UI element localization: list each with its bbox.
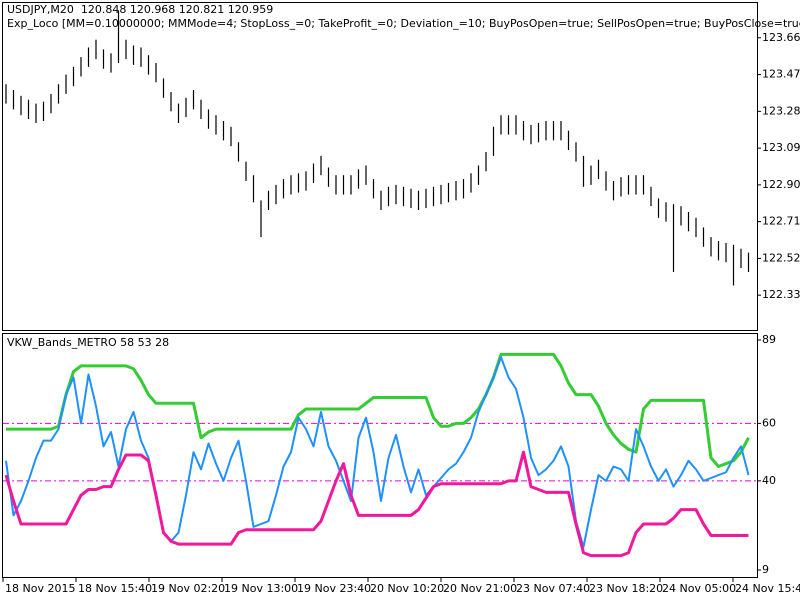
x-tick-label: 19 Nov 23:40 [297,582,371,595]
y-tick-label: 123.470 [762,68,800,81]
y-tick-label: 40 [762,474,776,487]
indicator-line [4,450,749,558]
y-tick-label: 89 [762,333,776,346]
expert-label: Exp_Loco [MM=0.10000000; MMMode=4; StopL… [7,17,800,30]
indicator-line [5,356,750,548]
x-tick-label: 20 Nov 21:00 [443,582,517,595]
x-tick-label: 24 Nov 15:40 [735,582,800,595]
y-tick-label: 122.520 [762,251,800,264]
y-tick-label: 123.280 [762,104,800,117]
x-tick-label: 23 Nov 18:20 [589,582,663,595]
x-tick-label: 19 Nov 02:20 [151,582,225,595]
price-panel [2,2,758,331]
price-title: USDJPY,M20 120.848 120.968 120.821 120.9… [7,3,273,16]
x-tick-label: 18 Nov 15:40 [78,582,152,595]
y-tick-label: 122.330 [762,288,800,301]
x-tick-label: 23 Nov 07:40 [516,582,590,595]
x-tick-label: 19 Nov 13:00 [224,582,298,595]
y-tick-label: 123.660 [762,31,800,44]
y-tick-label: 60 [762,416,776,429]
y-tick-label: 9 [762,563,769,576]
indicator-line [6,352,750,468]
y-tick-label: 122.900 [762,178,800,191]
y-tick-label: 122.710 [762,215,800,228]
x-tick-label: 20 Nov 10:20 [370,582,444,595]
y-tick-label: 123.090 [762,141,800,154]
indicator-panel [2,333,758,578]
indicator-title: VKW_Bands_METRO 58 53 28 [7,336,169,349]
x-tick-label: 24 Nov 05:00 [662,582,736,595]
x-tick-label: 18 Nov 2015 [5,582,75,595]
